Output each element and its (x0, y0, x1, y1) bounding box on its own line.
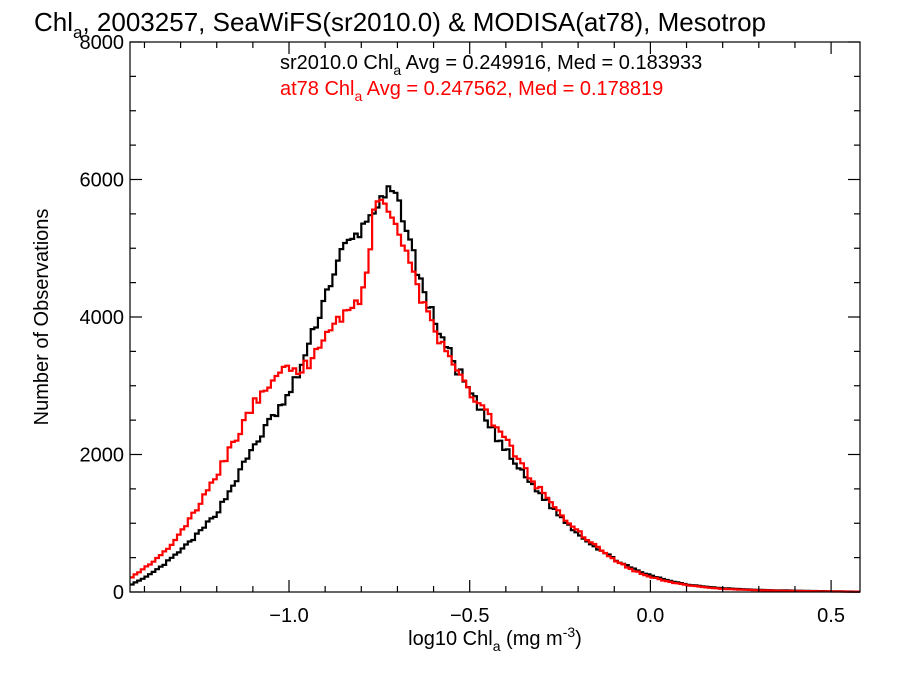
annotation-at78: at78 Chla Avg = 0.247562, Med = 0.178819 (280, 78, 663, 104)
y-tick-label: 6000 (80, 170, 125, 192)
y-axis-label: Number of Observations (31, 209, 53, 426)
annotation-sr2010: sr2010.0 Chla Avg = 0.249916, Med = 0.18… (280, 52, 702, 78)
series-line-at78 (130, 198, 860, 593)
y-tick-label: 0 (113, 582, 124, 604)
y-tick-label: 4000 (80, 307, 125, 329)
series-layer (130, 185, 860, 593)
x-axis-label: log10 Chla (mg m-3) (408, 624, 582, 654)
series-line-sr2010 (130, 185, 860, 593)
x-tick-label: 0.5 (817, 605, 845, 627)
chart-title: Chla, 2003257, SeaWiFS(sr2010.0) & MODIS… (34, 7, 766, 42)
plot-frame (129, 41, 861, 593)
x-tick-label: 0.0 (636, 605, 664, 627)
x-tick-label: −1.0 (269, 605, 308, 627)
y-tick-label: 2000 (80, 445, 125, 467)
y-tick-label: 8000 (80, 32, 125, 54)
x-tick-label: −0.5 (450, 605, 489, 627)
ticks-layer: −1.0 −0.5 0.0 0.5 0 2000 4000 6000 8000 (80, 32, 860, 627)
